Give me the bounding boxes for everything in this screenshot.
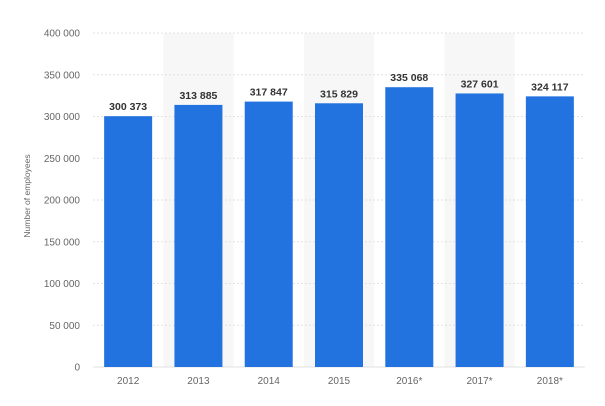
x-tick-label: 2013 [187,376,210,387]
bar-2012 [104,116,153,368]
data-labels: 300 373 313 885 317 847 315 829 335 068 327 6… [109,72,569,113]
data-label: 315 829 [320,88,358,100]
data-label: 335 068 [390,72,428,84]
bar-2017 [455,93,504,368]
y-tick-label: 200 000 [44,196,81,207]
x-axis-ticks: 2012 2013 2014 2015 2016* 2017* 2018* [117,376,563,387]
x-tick-label: 2017* [467,376,493,387]
y-tick-label: 150 000 [44,237,81,248]
x-tick-label: 2014 [258,376,281,387]
y-tick-label: 400 000 [44,29,81,40]
x-tick-label: 2016* [396,376,422,387]
bars [104,87,574,368]
y-axis-title: Number of employees [22,154,32,237]
y-tick-label: 100 000 [44,279,81,290]
data-label: 327 601 [461,78,499,90]
data-label: 313 885 [179,90,217,102]
y-axis-ticks: 0 50 000 100 000 150 000 200 000 250 000 300 0… [44,29,81,374]
bar-2014 [244,101,293,368]
y-tick-label: 50 000 [49,321,80,332]
y-tick-label: 0 [74,363,80,374]
data-label: 324 117 [531,81,569,93]
x-tick-label: 2015 [328,376,351,387]
x-tick-label: 2012 [117,376,140,387]
bar-2013 [174,104,223,367]
x-tick-label: 2018* [537,376,563,387]
data-label: 317 847 [250,87,288,99]
y-tick-label: 350 000 [44,70,81,81]
bar-2018 [525,96,574,367]
bar-2016 [385,87,434,367]
bar-2015 [315,103,363,368]
y-tick-label: 300 000 [44,112,81,123]
data-label: 300 373 [109,101,147,113]
y-tick-label: 250 000 [44,154,81,165]
